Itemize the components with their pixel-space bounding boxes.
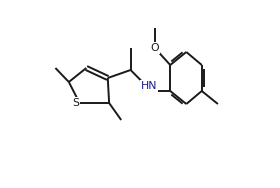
- Text: S: S: [72, 98, 79, 108]
- Text: O: O: [150, 43, 159, 53]
- Text: HN: HN: [141, 81, 157, 91]
